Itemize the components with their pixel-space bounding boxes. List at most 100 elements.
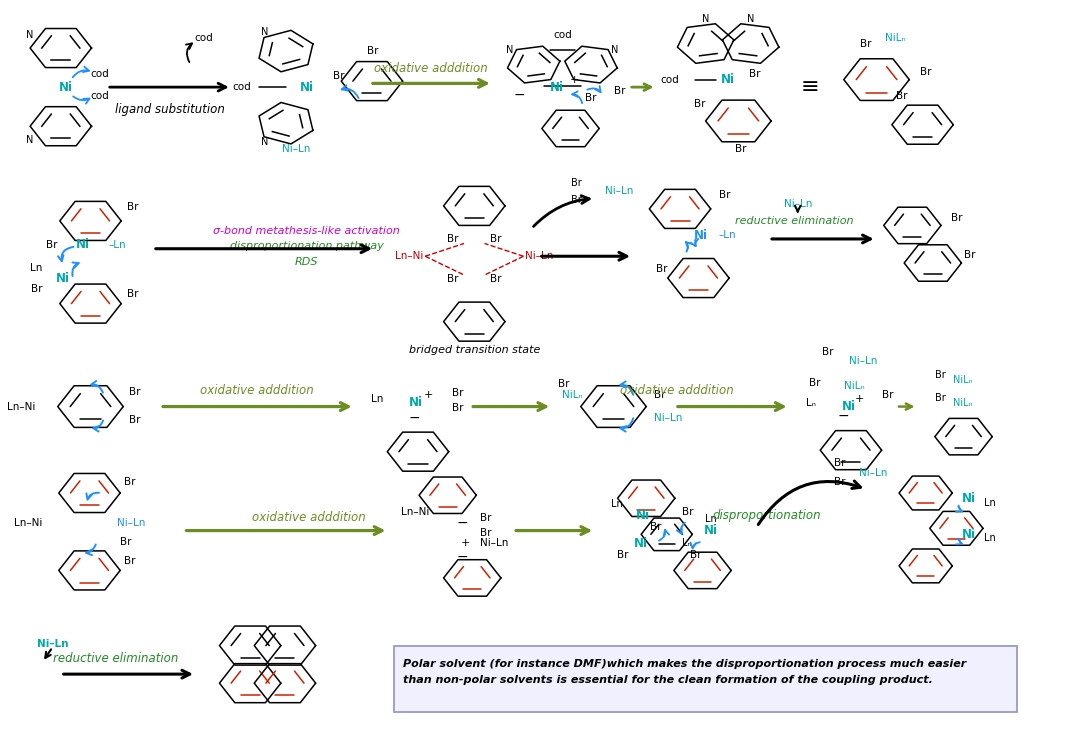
Text: Br: Br xyxy=(835,458,846,468)
Text: Ni–Ln: Ni–Ln xyxy=(654,413,683,423)
Text: Br: Br xyxy=(835,477,846,486)
Text: −: − xyxy=(456,516,468,530)
Text: Ni: Ni xyxy=(693,229,707,242)
Text: Br: Br xyxy=(895,91,907,101)
Text: NiLₙ: NiLₙ xyxy=(885,33,905,43)
Text: NiLₙ: NiLₙ xyxy=(843,380,864,391)
Text: −: − xyxy=(408,411,420,425)
Text: Br: Br xyxy=(481,513,492,523)
Text: Ni: Ni xyxy=(961,528,975,541)
Text: Ni–Ln: Ni–Ln xyxy=(282,144,310,154)
Text: N: N xyxy=(26,29,33,40)
Text: Br: Br xyxy=(919,67,931,77)
Text: –Ln: –Ln xyxy=(109,240,126,250)
Text: Br: Br xyxy=(451,403,463,413)
Text: RDS: RDS xyxy=(295,257,319,267)
Text: cod: cod xyxy=(91,69,109,78)
Text: Ln–Ni: Ln–Ni xyxy=(6,401,36,412)
Text: Ni: Ni xyxy=(59,81,73,93)
Text: Ni–Ln: Ni–Ln xyxy=(117,518,146,528)
Text: Br: Br xyxy=(951,213,962,223)
Text: Br: Br xyxy=(130,415,140,425)
Text: Br: Br xyxy=(734,144,746,154)
Text: Br: Br xyxy=(127,289,139,299)
Text: oxidative adddition: oxidative adddition xyxy=(620,383,733,397)
Text: Br: Br xyxy=(935,370,946,380)
Text: NiLₙ: NiLₙ xyxy=(954,375,973,386)
Text: cod: cod xyxy=(194,33,214,43)
Text: −: − xyxy=(456,550,468,564)
Text: Br: Br xyxy=(334,71,345,81)
Text: reductive elimination: reductive elimination xyxy=(53,652,179,665)
Text: cod: cod xyxy=(91,91,109,101)
Text: ligand substitution: ligand substitution xyxy=(116,103,226,116)
Text: +: + xyxy=(854,394,864,404)
Text: −: − xyxy=(838,409,850,422)
Text: Br: Br xyxy=(748,69,760,78)
Text: Br: Br xyxy=(822,347,834,358)
Text: Br: Br xyxy=(451,388,463,398)
Text: Br: Br xyxy=(31,284,42,294)
Text: Ln: Ln xyxy=(370,394,383,404)
Text: Br: Br xyxy=(935,392,946,403)
Text: Ln: Ln xyxy=(984,533,996,543)
Text: oxidative adddition: oxidative adddition xyxy=(201,383,314,397)
Text: Br: Br xyxy=(489,274,501,284)
Text: than non-polar solvents is essential for the clean formation of the coupling pro: than non-polar solvents is essential for… xyxy=(403,675,932,685)
Text: Br: Br xyxy=(719,191,730,200)
Text: Br: Br xyxy=(124,477,136,486)
Text: Ni–Ln: Ni–Ln xyxy=(526,252,554,261)
Text: Br: Br xyxy=(571,178,582,188)
Text: ≡: ≡ xyxy=(800,77,820,97)
Text: Br: Br xyxy=(130,386,140,397)
Text: Br: Br xyxy=(127,203,139,212)
Text: Ni–Ln: Ni–Ln xyxy=(849,356,877,367)
Text: Ni–Ln: Ni–Ln xyxy=(481,538,509,548)
Text: Ni: Ni xyxy=(550,81,564,93)
Text: Ln: Ln xyxy=(984,498,996,508)
Text: –Ln: –Ln xyxy=(719,230,737,240)
Text: Br: Br xyxy=(367,46,379,56)
Text: Ni–Ln: Ni–Ln xyxy=(860,468,888,477)
FancyBboxPatch shape xyxy=(394,645,1016,712)
Text: +: + xyxy=(570,75,579,84)
Text: Ni–Ln: Ni–Ln xyxy=(784,199,812,209)
Text: Br: Br xyxy=(657,264,667,274)
Text: Br: Br xyxy=(650,522,662,532)
Text: cod: cod xyxy=(660,75,679,84)
Text: Br: Br xyxy=(618,550,629,560)
Text: Ni: Ni xyxy=(961,492,975,505)
Text: Ni: Ni xyxy=(721,73,735,86)
Text: Br: Br xyxy=(481,528,492,538)
Text: Br: Br xyxy=(447,234,459,244)
Text: Ln–Ni: Ln–Ni xyxy=(14,518,42,528)
Text: σ-bond metathesis-like activation: σ-bond metathesis-like activation xyxy=(213,227,400,236)
Text: N: N xyxy=(260,27,268,37)
Text: Ni: Ni xyxy=(704,524,718,537)
Text: disproportionation pathway: disproportionation pathway xyxy=(230,242,383,252)
Text: Lₙ: Lₙ xyxy=(683,538,691,548)
Text: Ni: Ni xyxy=(842,400,856,413)
Text: Br: Br xyxy=(120,537,132,547)
Text: Ni: Ni xyxy=(634,537,648,550)
Text: Ni: Ni xyxy=(409,396,423,410)
Text: Ni: Ni xyxy=(56,273,70,285)
Text: +: + xyxy=(423,390,433,401)
Text: Br: Br xyxy=(963,251,975,261)
Text: −: − xyxy=(513,87,525,102)
Text: N: N xyxy=(747,14,754,23)
Text: Ni–Ln: Ni–Ln xyxy=(605,186,634,196)
Text: Ni–Ln: Ni–Ln xyxy=(37,639,68,649)
Text: +: + xyxy=(460,538,470,548)
Text: Ln: Ln xyxy=(30,263,42,273)
Text: Br: Br xyxy=(654,390,666,401)
Text: oxidative adddition: oxidative adddition xyxy=(375,62,488,75)
Text: NiLₙ: NiLₙ xyxy=(954,398,973,408)
Text: oxidative adddition: oxidative adddition xyxy=(252,511,365,524)
Text: cod: cod xyxy=(553,29,571,39)
Text: Br: Br xyxy=(46,240,57,250)
Text: disproportionation: disproportionation xyxy=(713,509,822,522)
Text: Ni: Ni xyxy=(77,239,91,252)
Text: reductive elimination: reductive elimination xyxy=(735,216,854,226)
Text: Br: Br xyxy=(447,274,459,284)
